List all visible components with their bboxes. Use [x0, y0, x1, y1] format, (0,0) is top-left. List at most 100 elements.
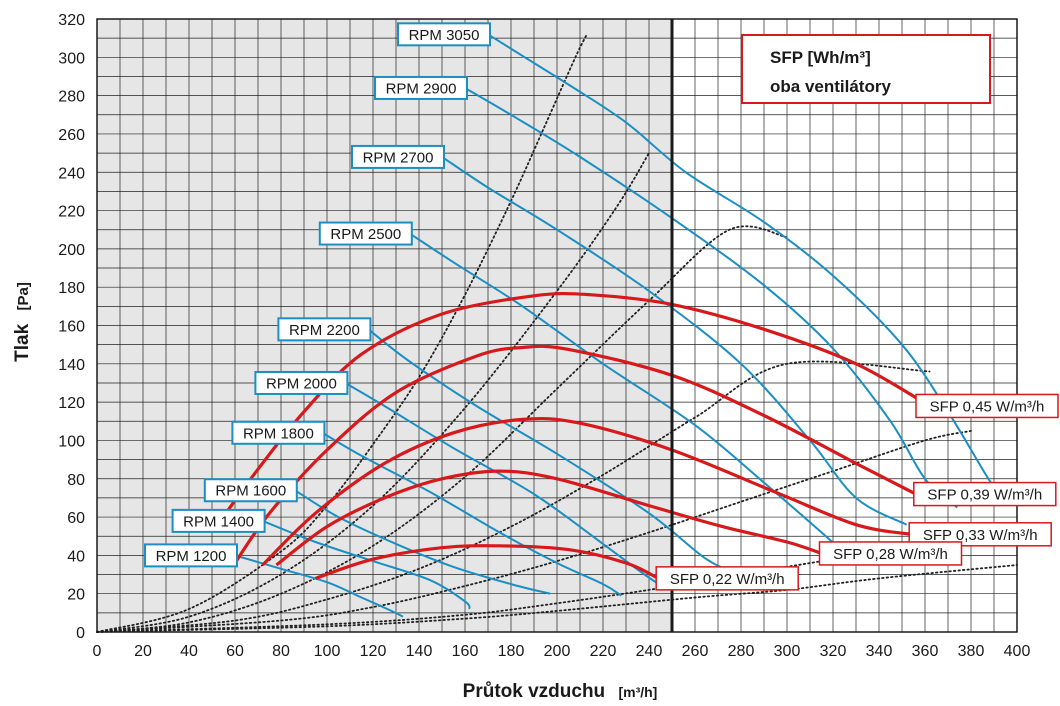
rpm-label-box — [231, 420, 326, 445]
rpm-label-text: RPM 1400 — [183, 513, 254, 530]
sfp-curve — [314, 544, 659, 580]
x-axis-title: Průtok vzduchu [m³/h] — [463, 681, 658, 702]
y-axis-title: Tlak [Pa] — [12, 282, 33, 362]
rpm-curve — [487, 33, 1005, 503]
sfp-label-box — [818, 541, 963, 566]
system-curve — [96, 430, 972, 633]
rpm-label-box — [318, 221, 413, 246]
rpm-label-text: RPM 1600 — [215, 483, 286, 500]
y-tick-label: 140 — [58, 357, 85, 374]
x-axis-unit: [m³/h] — [618, 684, 657, 700]
sfp-label-text: SFP 0,28 W/m³/h — [833, 546, 948, 563]
rpm-label-box — [397, 22, 491, 47]
x-tick-label: 100 — [314, 643, 341, 660]
y-tick-label: 180 — [58, 280, 85, 297]
rpm-label: RPM 2700 — [351, 144, 445, 169]
system-curves — [96, 33, 1018, 633]
sfp-label-box — [655, 566, 799, 591]
y-tick-label: 160 — [58, 319, 85, 336]
sfp-curve — [261, 416, 912, 567]
rpm-label-text: RPM 2000 — [266, 375, 337, 392]
y-tick-label: 40 — [67, 548, 85, 565]
legend-line2: oba ventilátory — [770, 77, 891, 96]
system-curve — [96, 564, 1018, 633]
y-tick-label: 80 — [67, 472, 85, 489]
x-tick-label: 220 — [590, 643, 617, 660]
y-tick-label: 260 — [58, 127, 85, 144]
rpm-label-box — [277, 317, 372, 342]
gridlines — [96, 18, 1018, 633]
y-tick-label: 200 — [58, 242, 85, 259]
x-tick-label: 0 — [93, 643, 102, 660]
rpm-label-box — [144, 543, 238, 568]
system-curve — [96, 33, 588, 633]
x-tick-labels: 0 20 40 60 80 100 120 140 160 180 200 220 240 260 280 3… — [93, 643, 1031, 660]
rpm-label-box — [374, 75, 468, 100]
legend-border — [741, 34, 991, 104]
x-tick-label: 280 — [728, 643, 755, 660]
rpm-label: RPM 1600 — [203, 478, 298, 503]
sfp-label-box — [908, 522, 1052, 547]
rpm-label: RPM 1400 — [171, 508, 266, 533]
rpm-label: RPM 3050 — [397, 22, 491, 47]
rpm-label-box — [351, 144, 445, 169]
x-tick-label: 360 — [912, 643, 939, 660]
y-tick-label: 0 — [76, 625, 85, 642]
rpm-label: RPM 2900 — [374, 75, 468, 100]
x-tick-label: 40 — [180, 643, 198, 660]
sfp-curve — [275, 469, 823, 567]
plot-border — [96, 18, 1018, 633]
rpm-label: RPM 2500 — [318, 221, 413, 246]
y-tick-label: 320 — [58, 12, 85, 29]
x-tick-label: 340 — [866, 643, 893, 660]
x-tick-label: 200 — [544, 643, 571, 660]
system-curve — [96, 152, 650, 633]
y-tick-label: 280 — [58, 89, 85, 106]
sfp-label: SFP 0,22 W/m³/h — [655, 566, 799, 591]
sfp-curve — [224, 291, 931, 515]
x-tick-label: 320 — [820, 643, 847, 660]
rpm-label: RPM 2200 — [277, 317, 372, 342]
rpm-label: RPM 1200 — [144, 543, 238, 568]
sfp-label: SFP 0,39 W/m³/h — [913, 481, 1057, 507]
rpm-label-text: RPM 2200 — [289, 322, 360, 339]
x-tick-label: 300 — [774, 643, 801, 660]
rpm-curve — [441, 156, 908, 526]
legend-box: SFP [Wh/m³] oba ventilátory — [741, 34, 991, 104]
y-tick-label: 60 — [67, 510, 85, 527]
y-tick-label: 100 — [58, 433, 85, 450]
rpm-curve — [262, 519, 471, 610]
rpm-label: RPM 1800 — [231, 420, 326, 445]
rpm-labels: RPM 3050 RPM 2900 RPM 2700 RPM 2500 RPM 2200… — [144, 22, 491, 568]
sfp-label-text: SFP 0,33 W/m³/h — [923, 527, 1038, 544]
x-tick-label: 80 — [272, 643, 290, 660]
x-tick-label: 20 — [134, 643, 152, 660]
sfp-labels: SFP 0,45 W/m³/h SFP 0,39 W/m³/h SFP 0,33 W… — [655, 393, 1059, 591]
system-curve — [96, 360, 931, 633]
sfp-label-box — [915, 393, 1059, 419]
rpm-curve — [294, 489, 551, 595]
sfp-label-text: SFP 0,22 W/m³/h — [670, 571, 785, 588]
rpm-label-box — [203, 478, 298, 503]
x-tick-label: 140 — [406, 643, 433, 660]
rpm-curve — [234, 554, 404, 618]
legend-line1: SFP [Wh/m³] — [770, 48, 871, 67]
rpm-curve — [367, 328, 742, 576]
sfp-label-box — [913, 481, 1057, 507]
x-tick-label: 260 — [682, 643, 709, 660]
rpm-label-text: RPM 2900 — [386, 80, 457, 97]
sfp-label: SFP 0,33 W/m³/h — [908, 522, 1052, 547]
y-tick-label: 300 — [58, 50, 85, 67]
rpm-label-box — [254, 370, 349, 395]
y-tick-label: 120 — [58, 395, 85, 412]
y-axis-label: Tlak — [12, 323, 33, 361]
sfp-label: SFP 0,28 W/m³/h — [818, 541, 963, 566]
x-tick-label: 240 — [636, 643, 663, 660]
x-tick-label: 380 — [958, 643, 985, 660]
x-tick-label: 160 — [452, 643, 479, 660]
rpm-curve — [409, 232, 848, 557]
y-axis-unit: [Pa] — [15, 282, 32, 310]
sfp-label-text: SFP 0,39 W/m³/h — [927, 487, 1042, 504]
y-tick-label: 240 — [58, 165, 85, 182]
